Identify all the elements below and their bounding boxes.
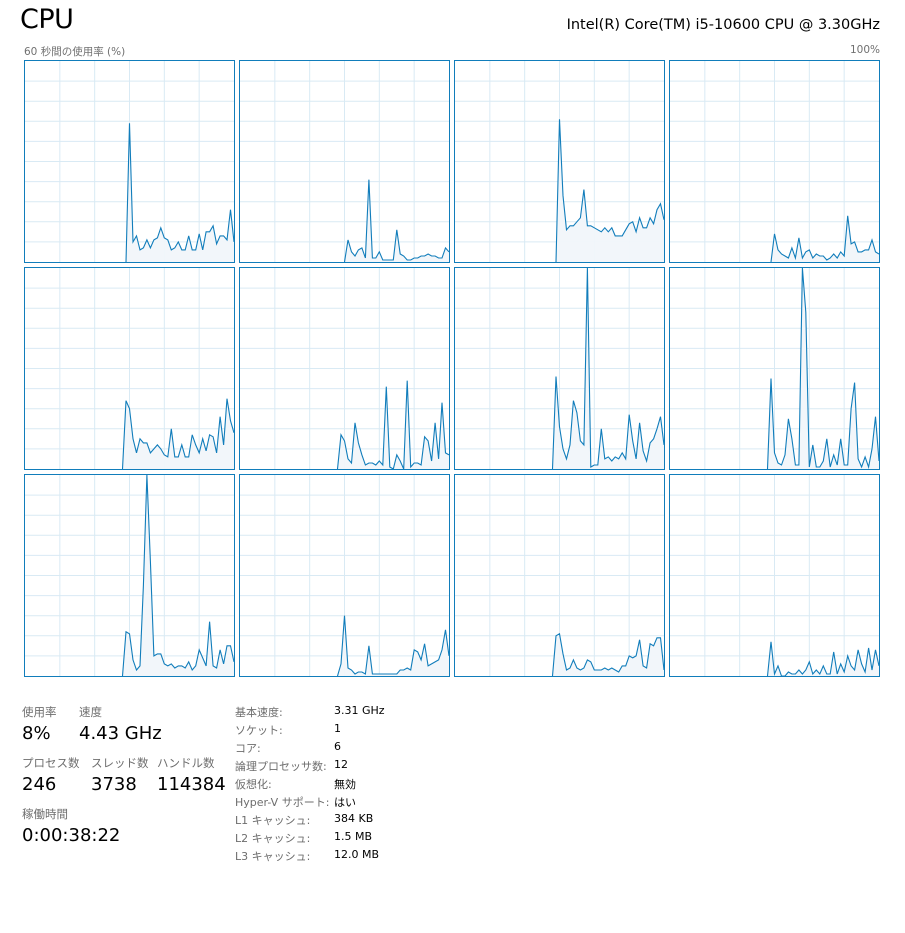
usage-line xyxy=(555,119,664,262)
threads-label: スレッド数 xyxy=(91,756,149,770)
spec-label: L2 キャッシュ: xyxy=(235,832,311,845)
graph-caption: 60 秒間の使用率 (%) xyxy=(24,46,126,58)
usage-line xyxy=(343,179,449,262)
cpu-graph-11[interactable] xyxy=(669,474,880,677)
logical-processor-graphs[interactable] xyxy=(24,60,880,679)
usage-line xyxy=(121,475,234,676)
usage-line xyxy=(336,380,449,469)
spec-label: L1 キャッシュ: xyxy=(235,814,311,827)
usage-area xyxy=(344,179,449,262)
cpu-graph-4[interactable] xyxy=(24,267,235,470)
graph-max-label: 100% xyxy=(849,44,880,56)
usage-area xyxy=(767,268,879,469)
usage-line xyxy=(121,398,234,469)
spec-label: コア: xyxy=(235,742,261,755)
usage-area xyxy=(337,615,449,676)
spec-label: Hyper-V サポート: xyxy=(235,796,330,809)
usage-area xyxy=(122,475,234,676)
cpu-graph-7[interactable] xyxy=(669,267,880,470)
spec-value: 12 xyxy=(334,758,348,771)
spec-value: 384 KB xyxy=(334,812,374,825)
threads-value: 3738 xyxy=(91,774,137,795)
cpu-graph-0[interactable] xyxy=(24,60,235,263)
usage-line xyxy=(551,632,664,676)
usage-line xyxy=(766,268,879,469)
spec-label: 論理プロセッサ数: xyxy=(235,760,327,773)
spec-label: ソケット: xyxy=(235,724,283,737)
speed-label: 速度 xyxy=(79,705,102,719)
cpu-graph-1[interactable] xyxy=(239,60,450,263)
speed-value: 4.43 GHz xyxy=(79,723,162,744)
cpu-graph-5[interactable] xyxy=(239,267,450,470)
spec-value: 3.31 GHz xyxy=(334,704,385,717)
uptime-value: 0:00:38:22 xyxy=(22,825,121,846)
usage-area xyxy=(552,268,664,469)
usage-line xyxy=(336,615,449,676)
spec-label: L3 キャッシュ: xyxy=(235,850,311,863)
spec-value: 6 xyxy=(334,740,341,753)
processes-value: 246 xyxy=(22,774,57,795)
cpu-graph-10[interactable] xyxy=(454,474,665,677)
spec-label: 仮想化: xyxy=(235,778,272,791)
spec-value: はい xyxy=(334,796,356,809)
cpu-model: Intel(R) Core(TM) i5-10600 CPU @ 3.30GHz xyxy=(566,17,880,33)
spec-value: 1.5 MB xyxy=(334,830,373,843)
spec-value: 無効 xyxy=(334,778,356,791)
usage-area xyxy=(771,215,879,262)
cpu-graph-8[interactable] xyxy=(24,474,235,677)
spec-value: 12.0 MB xyxy=(334,848,380,861)
usage-line xyxy=(551,268,664,469)
usage-line xyxy=(125,123,234,262)
cpu-graph-9[interactable] xyxy=(239,474,450,677)
usage-area xyxy=(126,123,234,262)
usage-area xyxy=(552,633,664,676)
cpu-graph-6[interactable] xyxy=(454,267,665,470)
handles-value: 114384 xyxy=(157,774,226,795)
usage-line xyxy=(770,215,879,262)
cpu-graph-2[interactable] xyxy=(454,60,665,263)
usage-line xyxy=(766,641,879,676)
spec-label: 基本速度: xyxy=(235,706,283,719)
page-title: CPU xyxy=(20,4,74,35)
uptime-label: 稼働時間 xyxy=(22,807,68,821)
cpu-graph-3[interactable] xyxy=(669,60,880,263)
spec-value: 1 xyxy=(334,722,341,735)
processes-label: プロセス数 xyxy=(22,756,80,770)
usage-area xyxy=(556,119,664,262)
usage-label: 使用率 xyxy=(22,705,57,719)
usage-area xyxy=(767,641,879,676)
usage-area xyxy=(122,398,234,469)
handles-label: ハンドル数 xyxy=(157,756,215,770)
usage-value: 8% xyxy=(22,723,51,744)
